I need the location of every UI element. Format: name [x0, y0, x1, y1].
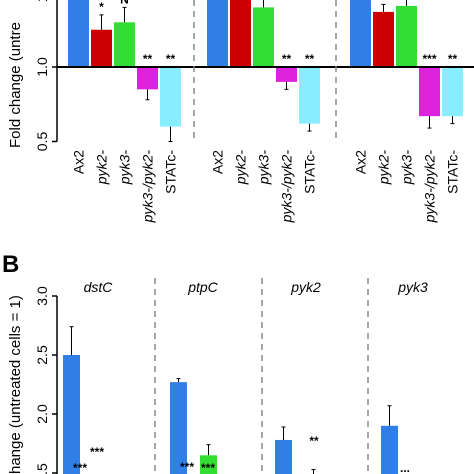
panel-b-signif-g1-1: *** [201, 461, 215, 474]
panel-a-bar-g2-b0 [350, 0, 371, 68]
panel-a-signif-g2-b1: ** [379, 0, 389, 3]
panel-b-title-2: pyk2 [290, 279, 321, 295]
panel-b-signif-g3-0: ... [400, 461, 410, 474]
panel-a-signif-g0-b3: ** [143, 52, 153, 66]
panel-a-xlabel-g1-b2: pyk3- [256, 150, 272, 186]
panel-a-bar-g2-b1 [373, 11, 394, 68]
panel-b-bar-g1-b1 [200, 455, 217, 474]
panel-a-xlabel-g0-b0: Ax2 [71, 150, 87, 174]
panel-a-signif-g2-b4: ** [448, 52, 458, 66]
panel-a-xlabel-g2-b3: pyk3-/pyk2- [422, 150, 438, 224]
panel-b-ytick-label-3: 3.0 [34, 286, 50, 306]
panel-a-signif-g0-b1: * [99, 0, 104, 14]
panel-b-title-0: dstC [84, 279, 114, 295]
panel-a-xlabel-g0-b2: pyk3- [117, 150, 133, 186]
panel-a-bar-g1-b1 [230, 0, 251, 68]
panel-b-signif-g0-0: *** [73, 461, 87, 474]
panel-b-letter: B [2, 251, 19, 278]
panel-b-ytick-label-1: 2.0 [34, 404, 50, 424]
panel-b-bar-g3-b0 [381, 425, 398, 474]
panel-a-bar-g1-b2 [253, 7, 274, 67]
panel-a-bar-g1-b4 [299, 67, 320, 124]
panel-a-xlabel-g2-b2: pyk3- [399, 150, 415, 186]
panel-b-signif-g2-0: ** [309, 434, 319, 448]
panel-b-ylabel: hange (untreated cells = 1) [7, 295, 24, 474]
panel-b-ytick-label-0: 1.5 [34, 463, 50, 474]
panel-a-bar-g1-b0 [207, 0, 228, 68]
panel-a-xlabel-g1-b3: pyk3-/pyk2- [279, 150, 295, 224]
panel-a-ytick-label-0: 0.5 [34, 132, 50, 152]
panel-a-xlabel-g1-b1: pyk2- [233, 150, 249, 186]
panel-a-ylabel: Fold change (untre [7, 22, 24, 148]
panel-a-signif-g0-b4: ** [166, 52, 176, 66]
panel-a-bar-g0-b1 [91, 29, 112, 67]
panel-a-bar-g0-b4 [160, 67, 181, 127]
panel-a-bar-g2-b3 [419, 67, 440, 117]
panel-a-bar-g0-b2 [114, 22, 135, 67]
panel-a-xlabel-g2-b4: STATc- [445, 150, 461, 194]
panel-a-bar-g0-b3 [137, 67, 158, 90]
panel-a-ytick-label-2: 1.5 [34, 0, 50, 2]
panel-a-bar-g2-b4 [442, 67, 463, 117]
panel-a-xlabel-g1-b0: Ax2 [210, 150, 226, 174]
panel-a-xlabel-g0-b3: pyk3-/pyk2- [140, 150, 156, 224]
panel-a-xlabel-g0-b4: STATc- [163, 150, 179, 194]
panel-a-ytick-label-1: 1.0 [34, 57, 50, 77]
panel-a: Fold change (untre 0.51.01.5 *N*********… [7, 0, 474, 223]
panel-a-bar-g1-b3 [276, 67, 297, 82]
panel-b-title-3: pyk3 [397, 279, 428, 295]
panel-b-ytick-label-2: 2.5 [34, 345, 50, 365]
panel-b-signif-g1-0: *** [180, 460, 194, 474]
panel-a-signif-g0-b2: N [120, 0, 129, 6]
panel-b-bar-g1-b0 [170, 382, 187, 474]
panel-a-signif-g2-b3: *** [422, 52, 436, 66]
panel-b-bar-g2-b0 [275, 439, 292, 474]
panel-a-bar-g0-b0 [68, 0, 89, 68]
panel-a-xlabel-g1-b4: STATc- [302, 150, 318, 194]
panel-a-bar-g2-b2 [396, 5, 417, 67]
panel-b-signif-g0-1: *** [90, 445, 104, 459]
panel-a-xlabel-g2-b1: pyk2- [376, 150, 392, 186]
panel-b-bar-g0-b0 [63, 355, 80, 474]
panel-a-xlabel-g2-b0: Ax2 [353, 150, 369, 174]
panel-a-signif-g1-b3: ** [282, 52, 292, 66]
panel-a-xlabel-g0-b1: pyk2- [94, 150, 110, 186]
panel-b-title-1: ptpC [187, 279, 218, 295]
panel-b: B hange (untreated cells = 1) 1.5 2.0 2.5 3… [2, 251, 428, 474]
panel-a-signif-g1-b4: ** [305, 52, 315, 66]
